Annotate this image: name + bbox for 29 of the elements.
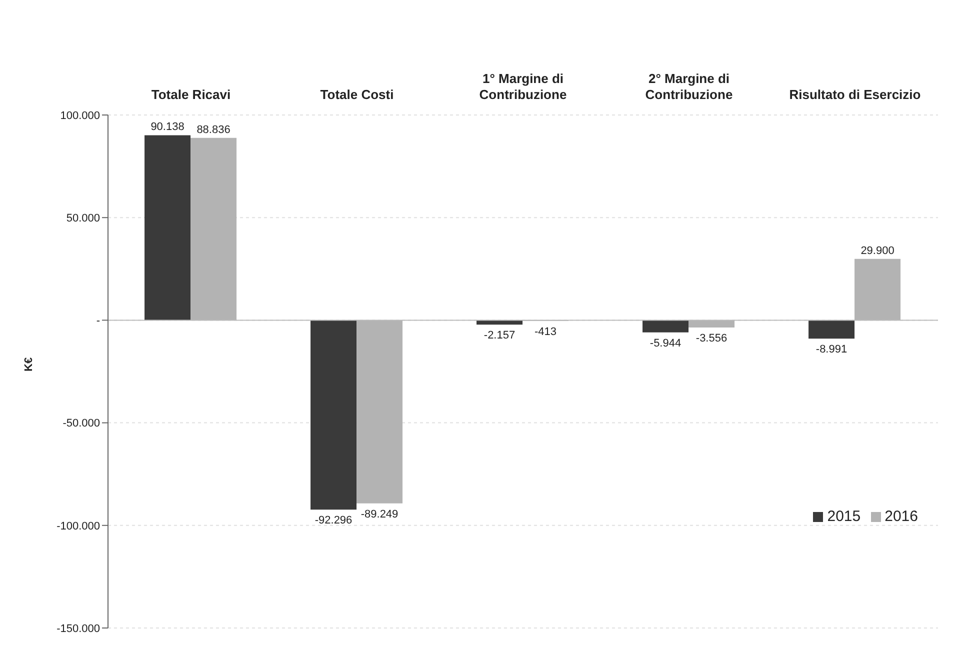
data-label: -2.157 xyxy=(484,330,516,342)
data-label: 90.138 xyxy=(150,121,184,134)
x-tick-label: Totale Costi xyxy=(320,87,394,102)
data-label: 88.836 xyxy=(196,124,230,136)
bar xyxy=(310,320,357,510)
data-label: -89.249 xyxy=(360,508,398,520)
legend-label: 2015 xyxy=(827,508,861,525)
bar xyxy=(476,320,523,325)
data-label: -413 xyxy=(534,326,557,338)
bar xyxy=(808,320,855,339)
y-tick-label: -150.000 xyxy=(56,622,100,635)
bar xyxy=(642,320,689,332)
x-tick-label: 1° Margine di Contribuzione xyxy=(479,71,567,102)
y-tick-label: 50.000 xyxy=(66,212,100,225)
y-tick-label: - xyxy=(96,315,100,328)
data-label: -3.556 xyxy=(696,332,728,344)
x-tick-label: 2° Margine di Contribuzione xyxy=(645,71,733,102)
data-label: 29.900 xyxy=(860,244,894,257)
bar xyxy=(144,135,191,320)
legend-label: 2016 xyxy=(884,508,918,525)
data-label: -92.296 xyxy=(314,514,352,527)
y-tick-label: 100.000 xyxy=(60,110,100,122)
y-axis-title: K€ xyxy=(22,357,35,372)
data-label: -8.991 xyxy=(816,344,848,356)
x-tick-label: Risultato di Esercizio xyxy=(789,87,921,102)
y-tick-label: -100.000 xyxy=(56,520,100,532)
y-tick-label: -50.000 xyxy=(62,418,100,430)
data-label: -5.944 xyxy=(650,337,682,350)
x-tick-label: Totale Ricavi xyxy=(151,87,231,102)
